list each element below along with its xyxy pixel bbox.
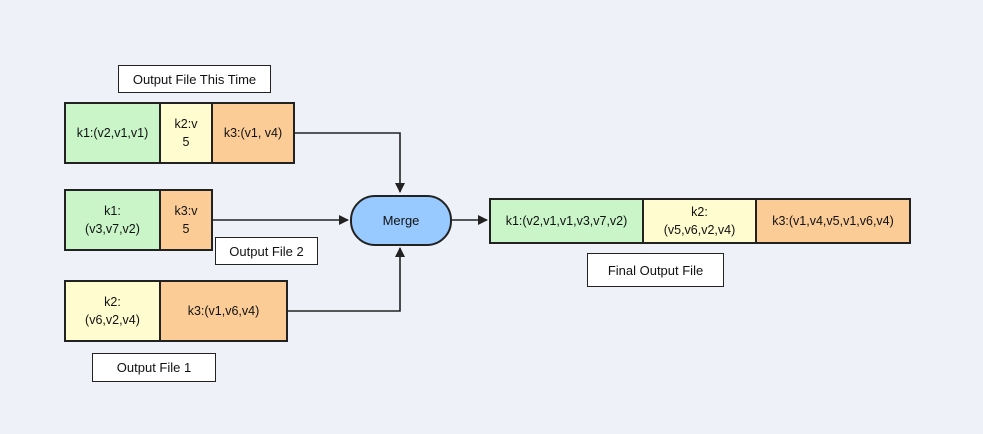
cell-this-time-k1: k1:(v2,v1,v1) — [64, 102, 161, 164]
label-output-file-1: Output File 1 — [92, 353, 216, 382]
cell-this-time-k2: k2:v 5 — [159, 102, 213, 164]
arrow-file1-to-merge — [287, 247, 405, 312]
cell-final-k3: k3:(v1,v4,v5,v1,v6,v4) — [755, 198, 911, 244]
label-output-file-this-time: Output File This Time — [118, 65, 271, 93]
cell-file2-k3: k3:v 5 — [159, 189, 213, 251]
arrow-this-time-to-merge — [294, 132, 405, 193]
cell-file2-k1: k1: (v3,v7,v2) — [64, 189, 161, 251]
cell-final-k1: k1:(v2,v1,v1,v3,v7,v2) — [489, 198, 644, 244]
label-final-output-file: Final Output File — [587, 253, 724, 287]
cell-this-time-k3: k3:(v1, v4) — [211, 102, 295, 164]
cell-file1-k2: k2: (v6,v2,v4) — [64, 280, 161, 342]
cell-final-k2: k2: (v5,v6,v2,v4) — [642, 198, 757, 244]
cell-file1-k3: k3:(v1,v6,v4) — [159, 280, 288, 342]
label-output-file-2: Output File 2 — [215, 237, 318, 265]
merge-node: Merge — [350, 195, 452, 246]
